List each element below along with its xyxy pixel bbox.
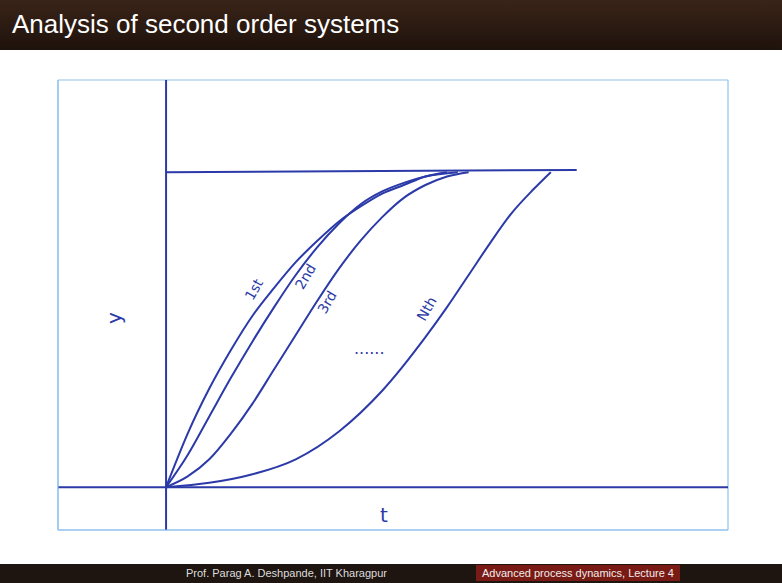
svg-text:1st: 1st xyxy=(241,276,266,303)
html-text:Advanced process dynamics, Lec: Advanced process dynamics, Lecture 4 xyxy=(482,567,674,579)
svg-text:3rd: 3rd xyxy=(314,288,340,316)
svg-text:Nth: Nth xyxy=(414,294,440,324)
html-text:t: t xyxy=(380,503,388,527)
svg-text:......: ...... xyxy=(354,339,385,358)
html-text:y: y xyxy=(101,312,126,324)
html-text:Analysis of second order syste: Analysis of second order systems xyxy=(12,9,400,39)
html-text:Prof. Parag A. Deshpande, IIT: Prof. Parag A. Deshpande, IIT Kharagpur xyxy=(186,567,387,579)
svg-text:2nd: 2nd xyxy=(292,261,319,292)
